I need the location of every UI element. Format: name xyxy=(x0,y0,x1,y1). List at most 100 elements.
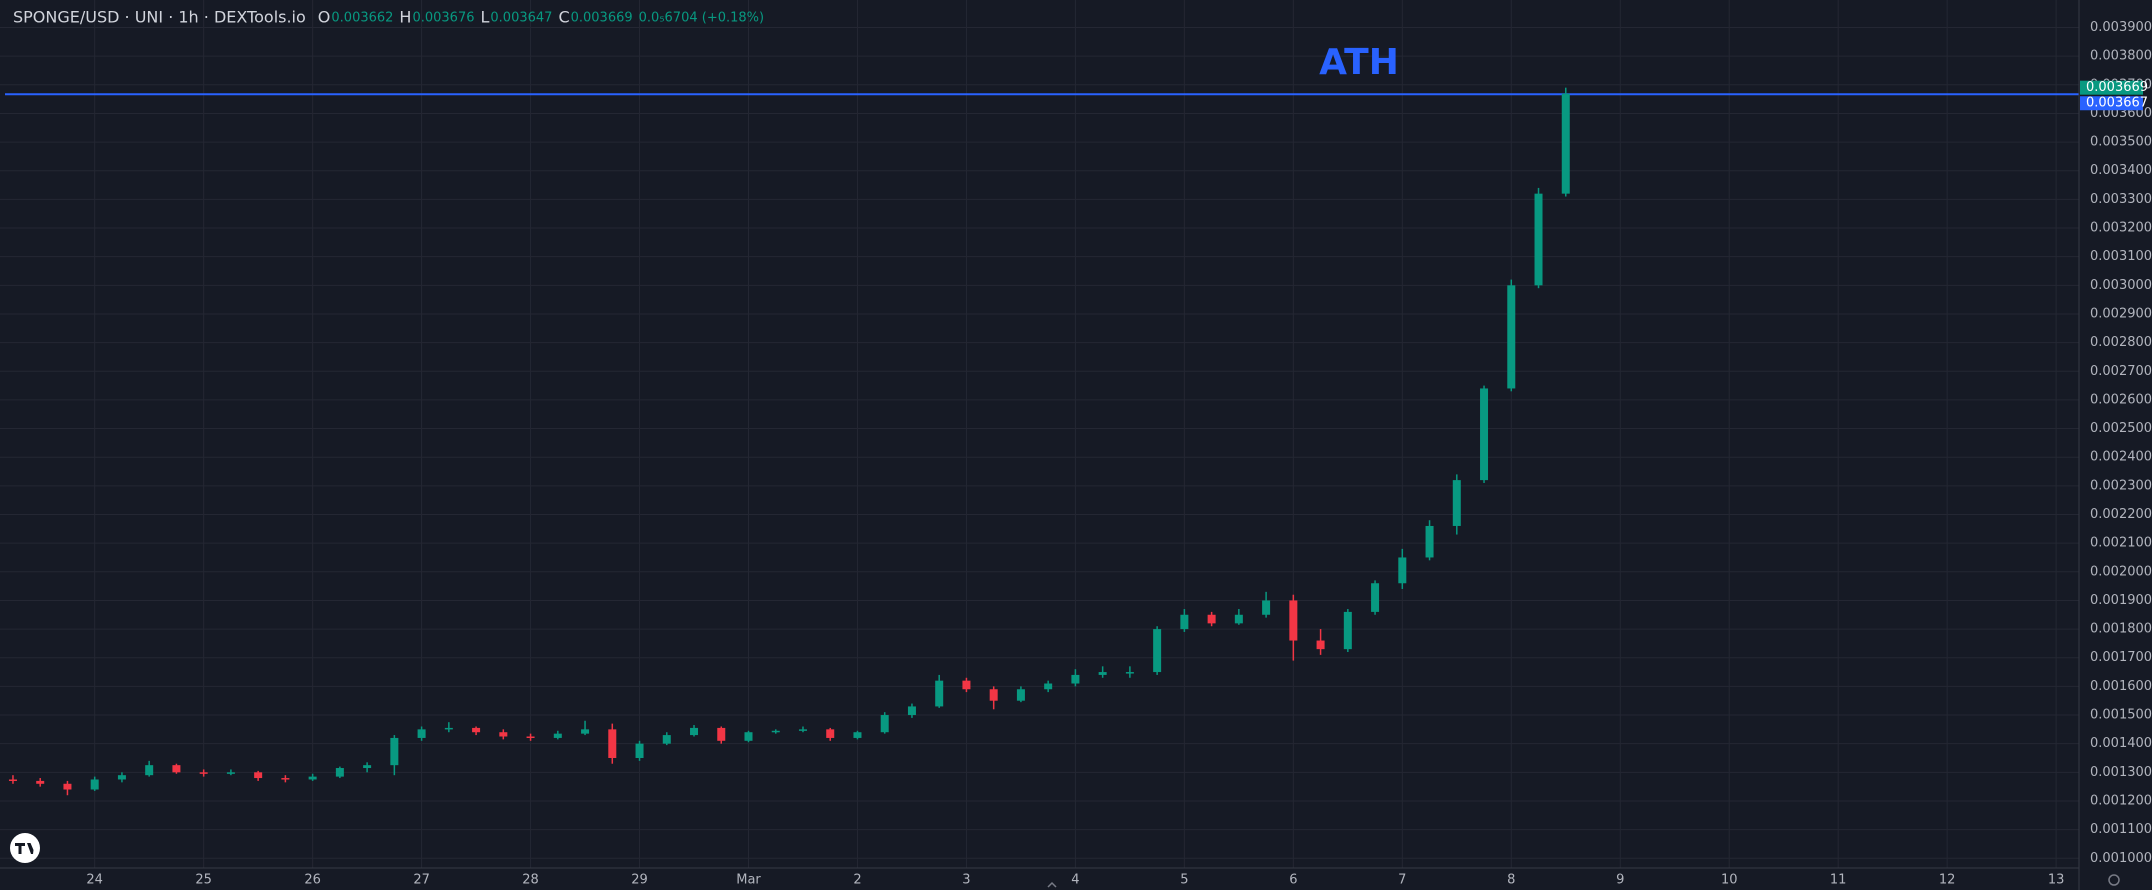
candle-body xyxy=(335,768,344,777)
y-tick-label: 0.002000 xyxy=(2090,564,2152,579)
y-tick-label: 0.002100 xyxy=(2090,536,2152,551)
candle-body xyxy=(117,775,126,780)
candle-body xyxy=(1507,285,1516,389)
y-tick-label: 0.001900 xyxy=(2090,593,2152,608)
candle-body xyxy=(1561,93,1570,194)
candle-body xyxy=(717,727,726,741)
logo-glyph xyxy=(15,843,34,854)
candle-body xyxy=(826,729,835,738)
y-tick-label: 0.002200 xyxy=(2090,507,2152,522)
candle-body xyxy=(771,730,780,733)
candle-body xyxy=(1452,480,1461,526)
candle-body xyxy=(1016,689,1025,701)
axes: 0.001000 0.001100 0.001200 0.001300 0.001400… xyxy=(86,20,2152,887)
y-tick-label: 0.002800 xyxy=(2090,335,2152,350)
candle-body xyxy=(1180,614,1189,630)
y-tick-label: 0.001400 xyxy=(2090,736,2152,751)
candle-body xyxy=(553,733,562,738)
y-tick-label: 0.002300 xyxy=(2090,478,2152,493)
x-tick-label: 4 xyxy=(1071,873,1079,888)
candle-body xyxy=(417,729,426,738)
ath-label: ATH xyxy=(1319,42,1399,83)
candle-body xyxy=(63,783,72,790)
ohlc-label: C xyxy=(558,8,569,27)
candle-body xyxy=(90,779,99,790)
ath-price-label: 0.003667 xyxy=(2086,96,2148,111)
candle-body xyxy=(581,729,590,734)
ohlc-label: O xyxy=(318,8,331,27)
settings-icon[interactable] xyxy=(2108,874,2120,886)
scroll-icon[interactable] xyxy=(1047,881,1057,888)
candle-body xyxy=(907,706,916,716)
y-tick-label: 0.003200 xyxy=(2090,221,2152,236)
candle-body xyxy=(744,732,753,741)
price-axis xyxy=(2079,0,2152,890)
candle-body xyxy=(1343,611,1352,650)
candle-body xyxy=(281,778,290,780)
candle-body xyxy=(172,765,181,773)
ohlc-label: L xyxy=(480,8,489,27)
y-tick-label: 0.001500 xyxy=(2090,708,2152,723)
candle-body xyxy=(363,765,372,769)
y-tick-label: 0.002600 xyxy=(2090,392,2152,407)
last-price-tag xyxy=(2080,80,2143,95)
y-tick-label: 0.001200 xyxy=(2090,793,2152,808)
y-tick-label: 0.001800 xyxy=(2090,622,2152,637)
candle-body xyxy=(1098,672,1107,675)
candle-body xyxy=(444,727,453,730)
candle-body xyxy=(1153,629,1162,673)
candle-body xyxy=(1234,614,1243,624)
candle-body xyxy=(390,737,399,766)
y-tick-label: 0.002500 xyxy=(2090,421,2152,436)
candle-body xyxy=(662,735,671,744)
candle-body xyxy=(1480,388,1489,481)
x-tick-label: 8 xyxy=(1507,873,1515,888)
logo xyxy=(10,833,40,863)
x-tick-label: 12 xyxy=(1939,873,1956,888)
x-tick-label: 6 xyxy=(1289,873,1297,888)
ohlc-value: 0.003647 xyxy=(490,11,552,26)
candle-body xyxy=(608,729,617,758)
candle-body xyxy=(1316,640,1325,650)
candle-body xyxy=(1125,672,1134,674)
y-tick-label: 0.001700 xyxy=(2090,650,2152,665)
x-tick-label: 5 xyxy=(1180,873,1188,888)
y-tick-label: 0.003900 xyxy=(2090,20,2152,35)
candle-body xyxy=(635,743,644,758)
x-tick-label: 11 xyxy=(1830,873,1847,888)
y-tick-label: 0.003000 xyxy=(2090,278,2152,293)
candle-body xyxy=(254,772,263,779)
x-tick-label: Mar xyxy=(736,873,761,888)
y-tick-label: 0.001300 xyxy=(2090,765,2152,780)
x-tick-label: 7 xyxy=(1398,873,1406,888)
candles xyxy=(5,87,2079,796)
ohlc-change: 0.0₅6704 (+0.18%) xyxy=(639,11,764,26)
candle-body xyxy=(1398,557,1407,584)
x-tick-label: 2 xyxy=(853,873,861,888)
y-tick-label: 0.003500 xyxy=(2090,135,2152,150)
candle-body xyxy=(880,715,889,733)
candle-body xyxy=(989,689,998,701)
x-tick-label: 13 xyxy=(2048,873,2065,888)
candle-body xyxy=(1289,600,1298,641)
y-tick-label: 0.001600 xyxy=(2090,679,2152,694)
candle-body xyxy=(145,765,154,776)
ohlc-value: 0.003662 xyxy=(331,11,393,26)
candle-body xyxy=(1534,193,1543,286)
y-tick-label: 0.003300 xyxy=(2090,192,2152,207)
candle-body xyxy=(1425,525,1434,558)
candle-body xyxy=(1371,583,1380,612)
y-tick-label: 0.001000 xyxy=(2090,851,2152,866)
candle-body xyxy=(1207,614,1216,624)
y-tick-label: 0.001100 xyxy=(2090,822,2152,837)
x-tick-label: 9 xyxy=(1616,873,1624,888)
grid xyxy=(0,0,2079,868)
candle-body xyxy=(798,729,807,731)
ohlc-value: 0.003669 xyxy=(571,11,633,26)
candle-body xyxy=(1044,683,1053,690)
ath-price-tag xyxy=(2080,96,2143,111)
candle-body xyxy=(1071,674,1080,684)
x-tick-label: 3 xyxy=(962,873,970,888)
